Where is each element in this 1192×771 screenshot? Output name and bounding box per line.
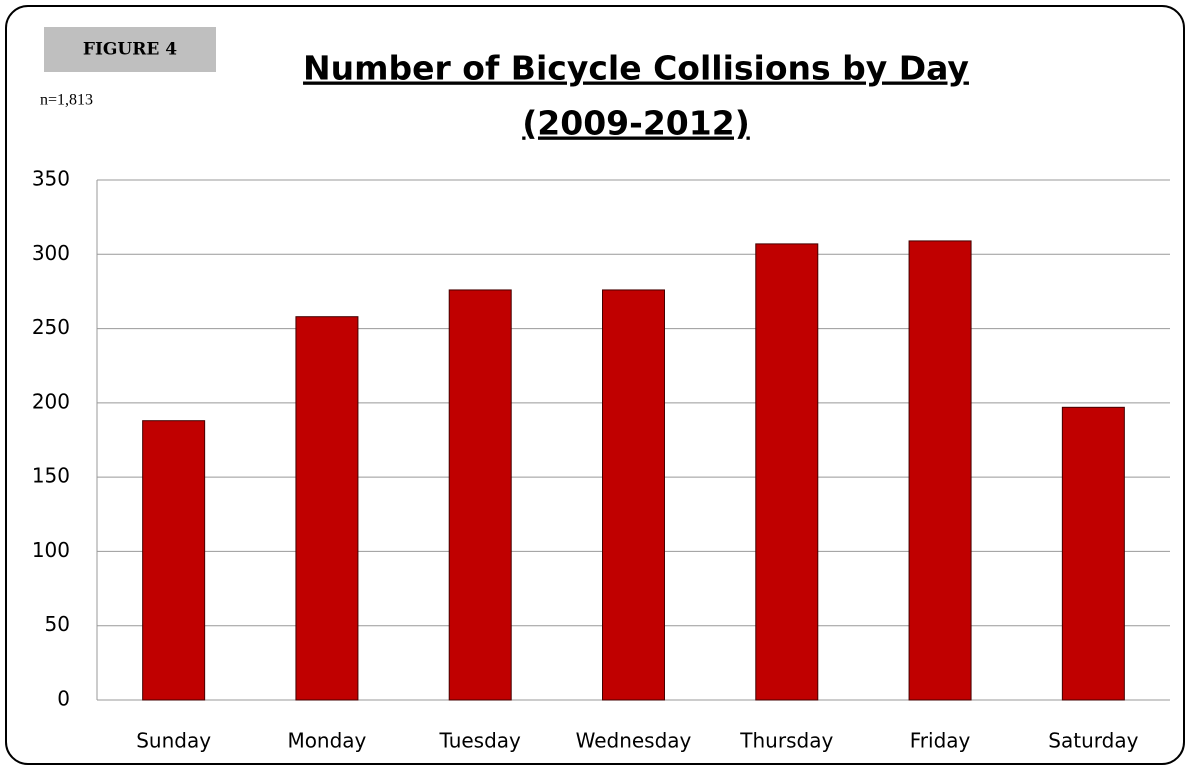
x-tick-label: Saturday: [1048, 729, 1138, 753]
y-tick-label: 150: [32, 464, 70, 488]
y-tick-label: 100: [32, 538, 70, 562]
bar: [755, 243, 819, 701]
x-tick-label: Thursday: [739, 729, 833, 753]
bar: [142, 420, 206, 701]
bar: [295, 316, 359, 701]
figure-label-box: [44, 27, 216, 72]
y-tick-label: 300: [32, 241, 70, 265]
x-tick-label: Friday: [910, 729, 971, 753]
y-tick-label: 350: [32, 167, 70, 191]
chart-title: (2009-2012): [522, 104, 750, 143]
figure-label: FIGURE 4: [83, 40, 177, 60]
y-tick-label: 50: [45, 612, 70, 636]
y-tick-label: 250: [32, 315, 70, 339]
note: n=1,813: [40, 92, 93, 109]
bar: [448, 289, 512, 701]
y-tick-label: 0: [57, 687, 70, 711]
bar: [908, 240, 972, 701]
x-tick-label: Tuesday: [439, 729, 522, 753]
x-tick-label: Wednesday: [576, 729, 692, 753]
x-tick-label: Sunday: [136, 729, 211, 753]
x-tick-label: Monday: [287, 729, 366, 753]
bar: [1061, 406, 1125, 701]
bar: [602, 289, 665, 701]
y-tick-label: 200: [32, 389, 70, 413]
chart-title: Number of Bicycle Collisions by Day: [303, 49, 969, 88]
